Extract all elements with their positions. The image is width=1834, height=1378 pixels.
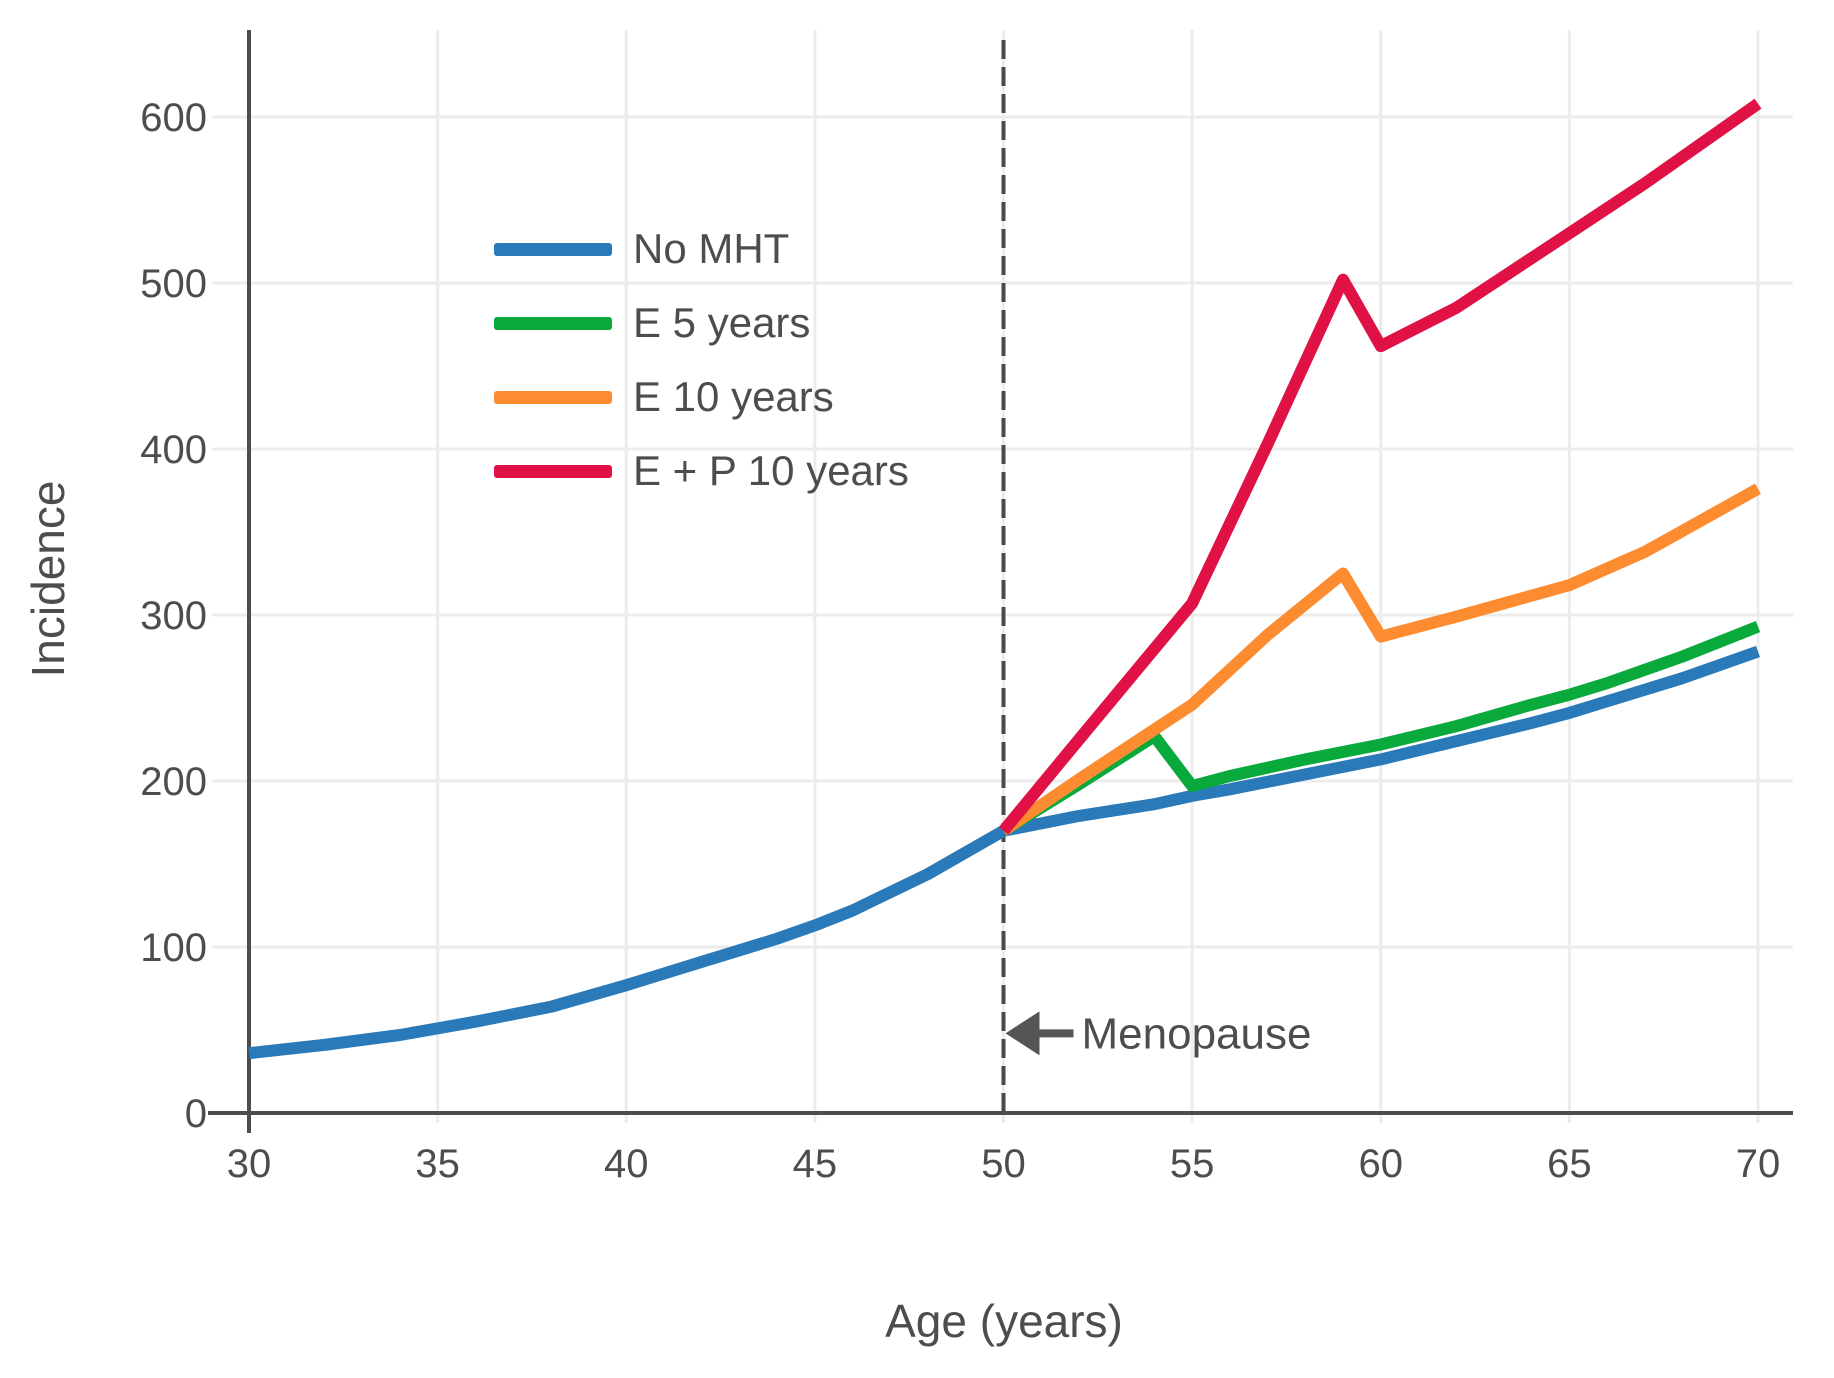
- menopause-label: Menopause: [1082, 1009, 1312, 1058]
- series-line-0: [248, 645, 1760, 1060]
- y-tick-label-0: 0: [185, 1092, 207, 1136]
- y-axis-title: Incidence: [22, 480, 74, 678]
- series-line-2: [1000, 483, 1761, 836]
- menopause-arrow-head: [1005, 1011, 1040, 1056]
- y-tick-label-600: 600: [140, 96, 207, 140]
- legend-label-no-mht: No MHT: [633, 225, 790, 272]
- x-axis-title: Age (years): [885, 1295, 1123, 1347]
- x-tick-label-45: 45: [793, 1142, 838, 1186]
- legend-swatch-e5: [494, 316, 612, 330]
- y-tick-label-500: 500: [140, 262, 207, 306]
- legend-label-e5: E 5 years: [633, 299, 811, 346]
- x-tick-label-65: 65: [1547, 1142, 1592, 1186]
- legend-row-e5: E 5 years: [494, 286, 909, 360]
- legend-swatch-e10: [494, 390, 612, 404]
- y-tick-label-200: 200: [140, 760, 207, 804]
- legend-row-ep10: E + P 10 years: [494, 434, 909, 508]
- x-tick-label-50: 50: [981, 1142, 1026, 1186]
- x-tick-label-55: 55: [1170, 1142, 1215, 1186]
- x-tick-label-60: 60: [1359, 1142, 1404, 1186]
- x-tick-label-40: 40: [604, 1142, 649, 1186]
- x-tick-label-35: 35: [415, 1142, 460, 1186]
- series-line-3: [998, 98, 1762, 835]
- legend: No MHT E 5 years E 10 years E + P 10 yea…: [494, 212, 909, 508]
- legend-swatch-ep10: [494, 464, 612, 478]
- x-tick-label-70: 70: [1736, 1142, 1781, 1186]
- legend-swatch-no-mht: [494, 242, 612, 256]
- legend-label-ep10: E + P 10 years: [633, 447, 909, 494]
- legend-row-no-mht: No MHT: [494, 212, 909, 286]
- y-tick-label-400: 400: [140, 428, 207, 472]
- x-tick-label-30: 30: [227, 1142, 272, 1186]
- y-tick-label-300: 300: [140, 594, 207, 638]
- y-tick-label-100: 100: [140, 926, 207, 970]
- legend-label-e10: E 10 years: [633, 373, 834, 420]
- legend-row-e10: E 10 years: [494, 360, 909, 434]
